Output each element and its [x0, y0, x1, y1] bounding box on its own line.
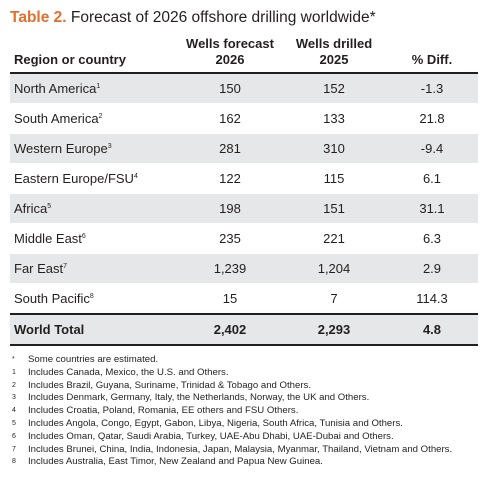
drilled-cell: 152 — [282, 73, 386, 104]
region-cell: South Pacific8 — [10, 283, 178, 315]
table-row: Eastern Europe/FSU4 122 115 6.1 — [10, 163, 478, 194]
region-name: South America — [14, 111, 99, 126]
diff-cell: 2.9 — [386, 253, 478, 284]
footnote: 6 Includes Oman, Qatar, Saudi Arabia, Tur… — [10, 431, 478, 444]
table-row: South America2 162 133 21.8 — [10, 103, 478, 134]
total-drilled: 2,293 — [282, 314, 386, 346]
drilled-cell: 7 — [282, 283, 386, 315]
diff-cell: -1.3 — [386, 73, 478, 104]
region-cell: North America1 — [10, 73, 178, 104]
footnote-text: Includes Brazil, Guyana, Suriname, Trini… — [28, 379, 311, 391]
header-region: Region or country — [10, 36, 178, 74]
footnote-text: Includes Angola, Congo, Egypt, Gabon, Li… — [28, 417, 403, 429]
footnote-text: Includes Denmark, Germany, Italy, the Ne… — [28, 392, 370, 404]
forecast-table: Region or country Wells forecast 2026 We… — [10, 36, 478, 346]
region-cell: Middle East6 — [10, 223, 178, 254]
region-name: Africa — [14, 201, 48, 216]
footnote-mark: 1 — [12, 368, 16, 376]
diff-cell: 6.3 — [386, 223, 478, 254]
header-pct-diff: % Diff. — [386, 36, 478, 74]
diff-cell: 6.1 — [386, 163, 478, 194]
forecast-cell: 122 — [178, 163, 282, 194]
table-row: Middle East6 235 221 6.3 — [10, 223, 478, 254]
footnote-ref: 3 — [107, 143, 112, 150]
total-row: World Total 2,402 2,293 4.8 — [10, 314, 478, 346]
footnote-mark: * — [12, 356, 15, 363]
table-title: Table 2. Forecast of 2026 offshore drill… — [10, 8, 478, 28]
drilled-cell: 133 — [282, 103, 386, 134]
footnote-text: Includes Australia, East Timor, New Zeal… — [28, 456, 323, 468]
forecast-cell: 1,239 — [178, 253, 282, 284]
region-name: Western Europe — [14, 141, 108, 156]
footnote-mark: 7 — [12, 445, 16, 453]
table-row: Far East7 1,239 1,204 2.9 — [10, 253, 478, 284]
diff-cell: -9.4 — [386, 133, 478, 164]
footnotes: * Some countries are estimated. 1 Includes … — [10, 354, 478, 469]
footnote-mark: 3 — [12, 394, 16, 402]
table-row: South Pacific8 15 7 114.3 — [10, 283, 478, 315]
region-cell: Far East7 — [10, 253, 178, 284]
diff-cell: 31.1 — [386, 193, 478, 224]
footnote-ref: 1 — [96, 83, 101, 90]
forecast-cell: 281 — [178, 133, 282, 164]
forecast-cell: 162 — [178, 103, 282, 134]
footnote-mark: 8 — [12, 458, 16, 466]
footnote-mark: 5 — [12, 419, 16, 427]
footnote-text: Some countries are estimated. — [28, 354, 159, 365]
footnote-ref: 2 — [98, 113, 103, 120]
footnote-text: Includes Brunei, China, India, Indonesia… — [28, 443, 453, 455]
region-name: Middle East — [14, 231, 82, 246]
total-diff: 4.8 — [386, 314, 478, 346]
table-title-text: Forecast of 2026 offshore drilling world… — [70, 9, 376, 26]
footnote: 2 Includes Brazil, Guyana, Suriname, Trin… — [10, 380, 478, 393]
forecast-cell: 150 — [178, 73, 282, 104]
region-cell: Eastern Europe/FSU4 — [10, 163, 178, 194]
footnote: * Some countries are estimated. — [10, 354, 478, 367]
footnote: 3 Includes Denmark, Germany, Italy, the N… — [10, 392, 478, 405]
table-number: Table 2. — [10, 9, 67, 26]
header-wells-drilled: Wells drilled 2025 — [282, 36, 386, 74]
region-name: Far East — [14, 261, 64, 276]
footnote: 8 Includes Australia, East Timor, New Zea… — [10, 456, 478, 469]
table-row: Africa5 198 151 31.1 — [10, 193, 478, 224]
footnote-text: Includes Croatia, Poland, Romania, EE ot… — [28, 405, 299, 417]
drilled-cell: 221 — [282, 223, 386, 254]
footnote: 4 Includes Croatia, Poland, Romania, EE o… — [10, 405, 478, 418]
footnote-text: Includes Oman, Qatar, Saudi Arabia, Turk… — [28, 430, 394, 442]
header-row: Region or country Wells forecast 2026 We… — [10, 36, 478, 74]
footnote-ref: 8 — [89, 293, 94, 300]
drilled-cell: 115 — [282, 163, 386, 194]
footnote-text: Includes Canada, Mexico, the U.S. and Ot… — [28, 366, 229, 378]
table-row: Western Europe3 281 310 -9.4 — [10, 133, 478, 164]
forecast-cell: 15 — [178, 283, 282, 315]
footnote-mark: 4 — [12, 407, 16, 415]
footnote-ref: 4 — [133, 173, 138, 180]
footnote-ref: 6 — [81, 233, 86, 240]
total-label: World Total — [10, 314, 178, 346]
drilled-cell: 151 — [282, 193, 386, 224]
forecast-cell: 198 — [178, 193, 282, 224]
diff-cell: 21.8 — [386, 103, 478, 134]
region-cell: Western Europe3 — [10, 133, 178, 164]
total-forecast: 2,402 — [178, 314, 282, 346]
footnote: 5 Includes Angola, Congo, Egypt, Gabon, L… — [10, 418, 478, 431]
region-cell: South America2 — [10, 103, 178, 134]
footnote-mark: 6 — [12, 432, 16, 440]
footnote: 1 Includes Canada, Mexico, the U.S. and O… — [10, 367, 478, 380]
region-name: North America — [14, 81, 97, 96]
table-row: North America1 150 152 -1.3 — [10, 73, 478, 104]
region-cell: Africa5 — [10, 193, 178, 224]
footnote-mark: 2 — [12, 381, 16, 389]
drilled-cell: 1,204 — [282, 253, 386, 284]
diff-cell: 114.3 — [386, 283, 478, 315]
footnote-ref: 5 — [47, 203, 52, 210]
footnote-ref: 7 — [63, 263, 68, 270]
footnote: 7 Includes Brunei, China, India, Indonesi… — [10, 444, 478, 457]
region-name: Eastern Europe/FSU — [14, 171, 134, 186]
forecast-cell: 235 — [178, 223, 282, 254]
drilled-cell: 310 — [282, 133, 386, 164]
region-name: South Pacific — [14, 291, 90, 306]
header-wells-forecast: Wells forecast 2026 — [178, 36, 282, 74]
